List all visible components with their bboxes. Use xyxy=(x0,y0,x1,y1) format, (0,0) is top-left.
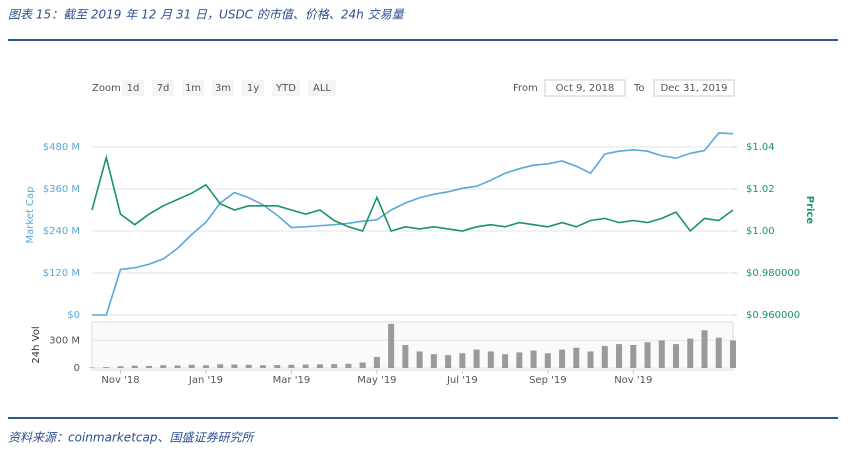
zoom-button-label[interactable]: 1m xyxy=(185,83,201,94)
volume-bar xyxy=(701,330,708,368)
y2-axis-label: Price xyxy=(804,196,815,225)
from-label: From xyxy=(513,83,538,94)
volume-bar xyxy=(174,365,181,368)
zoom-button-label[interactable]: 1y xyxy=(247,83,259,94)
x-tick-label: Sep '19 xyxy=(529,375,567,386)
figure-title: 图表 15：截至 2019 年 12 月 31 日，USDC 的市值、价格、24… xyxy=(8,8,405,22)
volume-bar xyxy=(473,349,480,368)
zoom-button[interactable] xyxy=(182,80,204,96)
zoom-button-label[interactable]: ALL xyxy=(313,83,331,94)
volume-bar xyxy=(587,351,594,368)
volume-bar xyxy=(160,365,167,368)
y2-tick-label: $0.980000 xyxy=(746,268,800,279)
volume-bar xyxy=(516,352,523,368)
volume-bar xyxy=(644,342,651,368)
y-tick-label: $0 xyxy=(67,310,80,321)
volume-bar xyxy=(217,364,224,368)
volume-bar xyxy=(402,345,409,368)
zoom-button[interactable] xyxy=(122,80,144,96)
zoom-button-label[interactable]: 7d xyxy=(157,83,170,94)
volume-bar xyxy=(573,347,580,368)
volume-bar xyxy=(117,366,124,368)
volume-bar xyxy=(459,353,466,368)
from-input[interactable] xyxy=(544,79,626,97)
volume-axis-label: 24h Vol xyxy=(31,326,42,363)
volume-bar xyxy=(131,365,138,368)
to-date[interactable]: Dec 31, 2019 xyxy=(660,83,727,94)
y2-tick-label: $1.04 xyxy=(746,142,775,153)
volume-bar xyxy=(616,344,623,368)
zoom-button[interactable] xyxy=(242,80,264,96)
x-tick-label: Jan '19 xyxy=(188,375,223,386)
source: 资料来源：coinmarketcap、国盛证券研究所 xyxy=(8,431,255,445)
x-tick-label: Jul '19 xyxy=(446,375,478,386)
volume-bar xyxy=(730,340,736,368)
volume-bar xyxy=(274,365,281,368)
volume-bar xyxy=(601,345,608,368)
y-tick-label: $240 M xyxy=(43,226,80,237)
volume-bar xyxy=(288,364,295,368)
volume-bar xyxy=(487,351,494,368)
to-label: To xyxy=(633,83,645,94)
y-tick-label: 0 xyxy=(74,363,80,374)
volume-bar xyxy=(373,356,380,368)
zoom-button[interactable] xyxy=(272,80,300,96)
zoom-button[interactable] xyxy=(212,80,234,96)
volume-bar xyxy=(259,365,266,368)
zoom-button-label[interactable]: YTD xyxy=(275,83,296,94)
y2-tick-label: $0.960000 xyxy=(746,310,800,321)
volume-bar xyxy=(687,338,694,368)
x-tick-label: Nov '18 xyxy=(101,375,139,386)
from-date[interactable]: Oct 9, 2018 xyxy=(556,83,615,94)
y-tick-label: $480 M xyxy=(43,142,80,153)
volume-bar xyxy=(502,354,509,368)
volume-bar xyxy=(345,363,352,368)
volume-bar xyxy=(673,344,680,368)
y-tick-label: $360 M xyxy=(43,184,80,195)
series-line xyxy=(91,154,734,233)
zoom-button-label[interactable]: 3m xyxy=(215,83,231,94)
volume-bar xyxy=(231,364,238,368)
zoom-button[interactable] xyxy=(308,80,336,96)
zoom-label: Zoom xyxy=(92,83,121,94)
volume-bar xyxy=(559,349,566,368)
volume-bar xyxy=(658,340,665,368)
volume-bar xyxy=(430,354,437,368)
volume-bar xyxy=(416,351,423,368)
volume-bar xyxy=(530,350,537,368)
x-tick-label: May '19 xyxy=(357,375,396,386)
volume-bar xyxy=(302,364,309,368)
zoom-button[interactable] xyxy=(152,80,174,96)
y2-tick-label: $1.00 xyxy=(746,226,775,237)
x-tick-label: Nov '19 xyxy=(614,375,652,386)
volume-bar xyxy=(202,365,209,368)
y-axis-label: Market Cap xyxy=(25,186,36,243)
y-tick-label: $120 M xyxy=(43,268,80,279)
volume-bar xyxy=(103,367,110,368)
volume-bar xyxy=(388,323,395,368)
volume-bar xyxy=(331,364,338,368)
zoom-button-label[interactable]: 1d xyxy=(127,83,140,94)
y-tick-label: 300 M xyxy=(49,335,80,346)
volume-bar xyxy=(630,345,637,368)
volume-bar xyxy=(316,364,323,368)
volume-bar xyxy=(188,364,195,368)
volume-bar xyxy=(359,362,366,368)
y2-tick-label: $1.02 xyxy=(746,184,775,195)
volume-bar xyxy=(445,355,452,368)
volume-bar xyxy=(145,365,152,368)
volume-bar xyxy=(245,364,252,368)
series-line xyxy=(92,132,734,316)
to-input[interactable] xyxy=(653,79,735,97)
volume-panel xyxy=(91,321,734,371)
x-tick-label: Mar '19 xyxy=(273,375,311,386)
volume-bar xyxy=(715,337,722,368)
volume-bar xyxy=(544,353,551,368)
